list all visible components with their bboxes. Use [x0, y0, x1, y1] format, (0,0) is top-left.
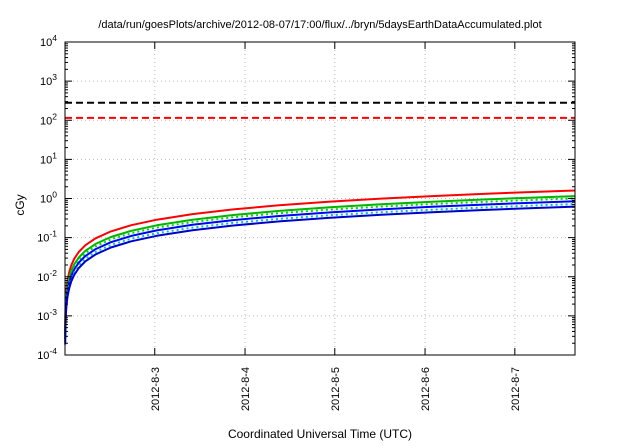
series-red-solid: [64, 189, 576, 329]
x-tick-label: 2012-8-7: [510, 367, 522, 411]
series-cyan-dotted: [64, 203, 576, 342]
y-axis-label: cGy: [13, 194, 27, 216]
y-tick-label: 104: [40, 33, 57, 49]
chart-title: /data/run/goesPlots/archive/2012-08-07/1…: [98, 19, 542, 31]
axis-ticks: [65, 41, 575, 356]
x-tick-label: 2012-8-3: [150, 367, 162, 411]
series-green-solid: [64, 195, 576, 335]
y-tick-label: 10-1: [37, 229, 57, 245]
y-tick-label: 102: [40, 111, 57, 127]
y-tick-label: 101: [40, 150, 57, 166]
y-tick-label: 100: [40, 190, 57, 206]
x-tick-label: 2012-8-4: [240, 367, 252, 411]
x-axis-label: Coordinated Universal Time (UTC): [227, 427, 413, 441]
x-tick-label: 2012-8-5: [330, 367, 342, 411]
y-tick-label: 10-4: [37, 346, 57, 362]
y-tick-label: 103: [40, 72, 57, 88]
y-tick-label: 10-3: [37, 307, 57, 323]
series-blue-lower-solid: [64, 205, 576, 345]
x-tick-label: 2012-8-6: [420, 367, 432, 411]
y-tick-label: 10-2: [37, 268, 57, 284]
